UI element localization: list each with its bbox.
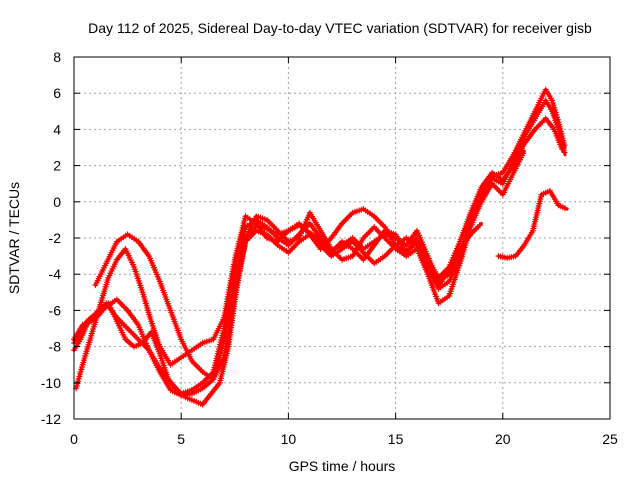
- y-tick-label: 8: [53, 49, 61, 65]
- chart-title: Day 112 of 2025, Sidereal Day-to-day VTE…: [88, 20, 592, 36]
- axis-ticks: 0 5 10 15 20 25 -12 -10 -8 -6 -4 -2 0 2 4 6 8: [41, 49, 618, 447]
- y-tick-label: -6: [49, 302, 62, 318]
- x-tick-label: 5: [177, 431, 185, 447]
- x-tick-label: 0: [70, 431, 78, 447]
- y-tick-label: -12: [41, 411, 61, 427]
- plus-markers: [495, 187, 568, 261]
- y-tick-label: 6: [53, 85, 61, 101]
- data-series: [71, 86, 569, 408]
- y-tick-label: 4: [53, 121, 61, 137]
- grid: [74, 57, 610, 419]
- y-tick-label: 0: [53, 194, 61, 210]
- x-tick-label: 20: [495, 431, 511, 447]
- x-axis-label: GPS time / hours: [289, 458, 396, 474]
- x-tick-label: 10: [281, 431, 297, 447]
- series-track-6: [495, 187, 569, 261]
- y-tick-label: -2: [49, 230, 62, 246]
- x-tick-label: 25: [602, 431, 618, 447]
- y-tick-label: -4: [49, 266, 62, 282]
- y-tick-label: -10: [41, 375, 61, 391]
- x-tick-label: 15: [388, 431, 404, 447]
- y-tick-label: -8: [49, 339, 62, 355]
- y-axis-label: SDTVAR / TECUs: [6, 182, 22, 294]
- y-tick-label: 2: [53, 158, 61, 174]
